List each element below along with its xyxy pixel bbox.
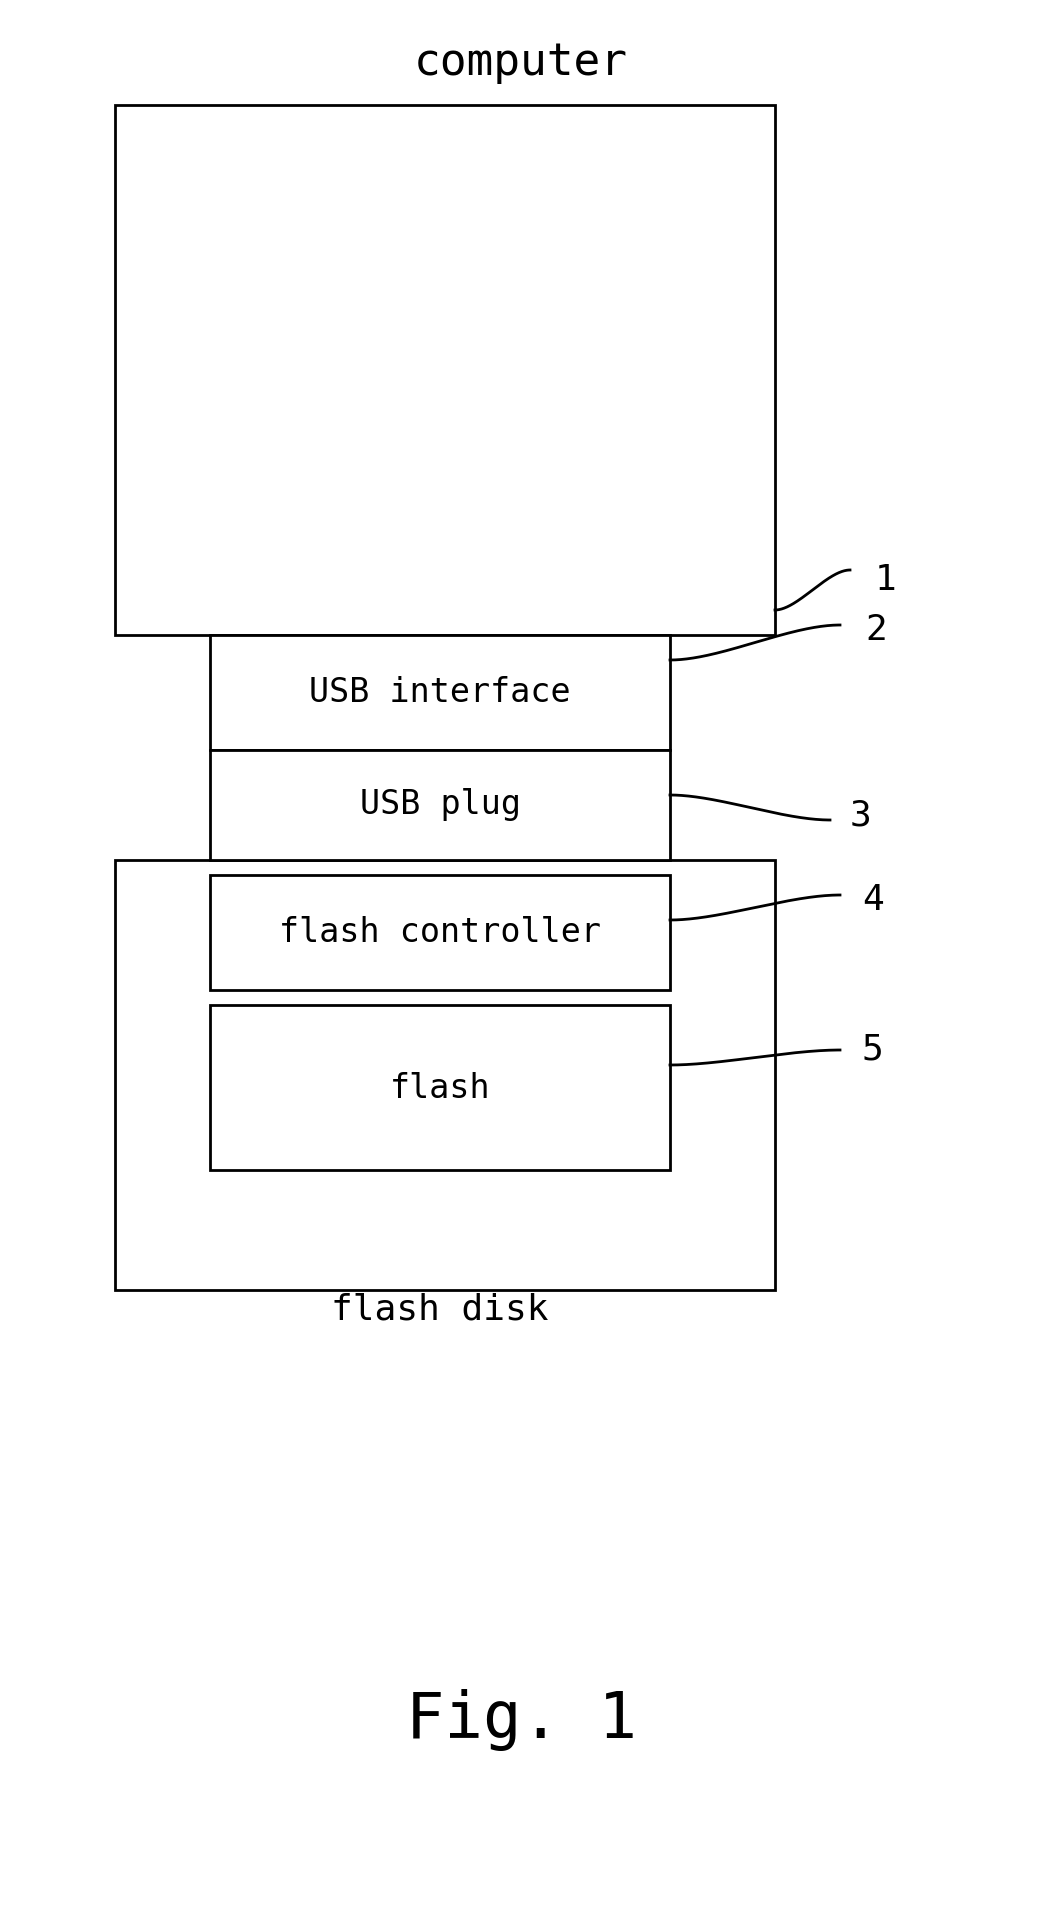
Bar [210,751,670,860]
Bar [115,860,775,1290]
Text: 1: 1 [875,563,897,597]
Text: 4: 4 [862,883,883,918]
Text: USB plug: USB plug [360,789,520,822]
Text: USB interface: USB interface [309,676,571,708]
Bar [115,106,775,636]
Text: Fig. 1: Fig. 1 [406,1690,636,1751]
Text: 3: 3 [850,799,872,831]
Text: computer: computer [414,40,628,83]
Text: 2: 2 [865,612,887,647]
Bar [210,876,670,991]
Text: flash: flash [390,1071,490,1104]
Text: 5: 5 [862,1033,883,1068]
Bar [210,1004,670,1169]
Text: flash disk: flash disk [332,1292,549,1327]
Text: flash controller: flash controller [278,916,601,950]
Bar [210,636,670,751]
